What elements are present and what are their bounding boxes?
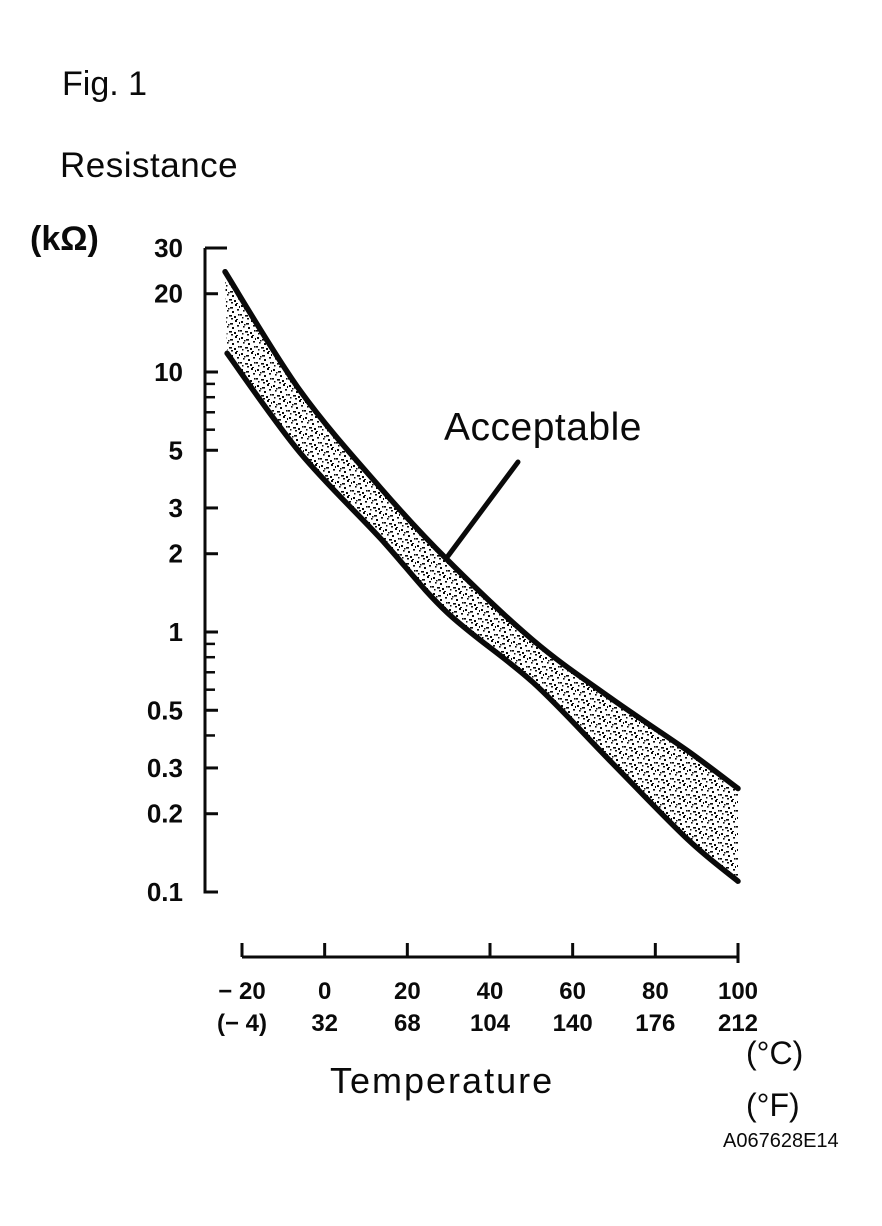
x-tick-label-celsius: 100 bbox=[718, 978, 758, 1005]
x-axis-title: Temperature bbox=[330, 1060, 555, 1101]
annotation-leader-line bbox=[445, 459, 521, 559]
x-tick-label-celsius: 40 bbox=[477, 978, 504, 1005]
x-tick-label-celsius: 80 bbox=[642, 978, 669, 1005]
y-tick-label: 30 bbox=[154, 233, 183, 263]
y-tick-label: 0.2 bbox=[147, 799, 183, 829]
x-axis-unit-fahrenheit: (°F) bbox=[746, 1087, 800, 1123]
y-tick-label: 0.3 bbox=[147, 753, 183, 783]
x-tick-label-celsius: − 20 bbox=[218, 978, 265, 1005]
y-tick-label: 0.5 bbox=[147, 695, 183, 725]
y-axis-unit: (kΩ) bbox=[30, 220, 99, 258]
x-tick-label-fahrenheit: 68 bbox=[394, 1010, 421, 1037]
upper-limit-curve bbox=[222, 268, 741, 792]
band-annotation: Acceptable bbox=[444, 406, 642, 449]
y-tick-label: 2 bbox=[169, 539, 183, 569]
x-tick-label-fahrenheit: 212 bbox=[718, 1010, 758, 1037]
x-tick-label-fahrenheit: (− 4) bbox=[217, 1010, 267, 1037]
figure-label: Fig. 1 bbox=[62, 65, 148, 103]
x-tick-label-fahrenheit: 140 bbox=[553, 1010, 593, 1037]
figure-code: A067628E14 bbox=[723, 1130, 839, 1152]
y-tick-label: 0.1 bbox=[147, 877, 183, 907]
y-tick-label: 1 bbox=[169, 617, 183, 647]
x-tick-label-celsius: 20 bbox=[394, 978, 421, 1005]
y-tick-label: 20 bbox=[154, 279, 183, 309]
x-tick-label-fahrenheit: 32 bbox=[311, 1010, 338, 1037]
lower-limit-curve bbox=[224, 350, 741, 884]
x-tick-label-celsius: 60 bbox=[559, 978, 586, 1005]
x-axis-unit-celsius: (°C) bbox=[746, 1035, 804, 1071]
y-axis-title: Resistance bbox=[60, 146, 239, 185]
x-tick-label-fahrenheit: 176 bbox=[635, 1010, 675, 1037]
x-tick-label-celsius: 0 bbox=[318, 978, 331, 1005]
x-tick-label-fahrenheit: 104 bbox=[470, 1010, 511, 1037]
acceptable-band bbox=[225, 271, 738, 882]
y-tick-label: 10 bbox=[154, 357, 183, 387]
y-tick-label: 3 bbox=[169, 493, 183, 523]
y-tick-label: 5 bbox=[169, 435, 183, 465]
